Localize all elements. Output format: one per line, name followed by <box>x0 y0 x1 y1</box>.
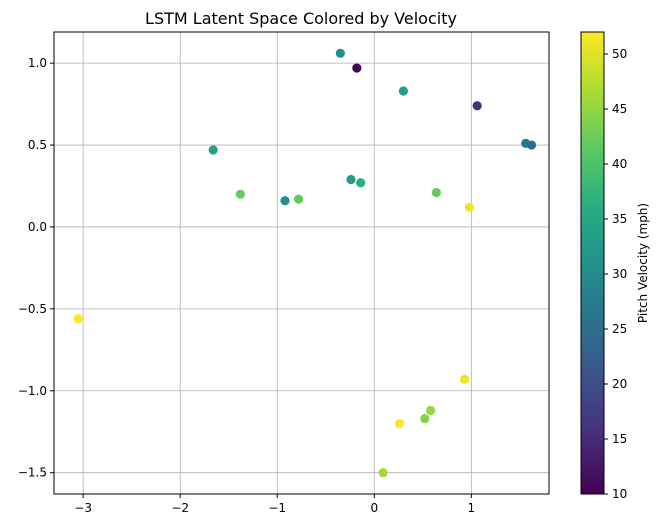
y-tick-label: 0.5 <box>28 138 47 152</box>
colorbar <box>580 31 605 495</box>
plot-frame <box>53 31 550 495</box>
data-point <box>280 196 290 206</box>
y-tick-label: −1.5 <box>18 466 47 480</box>
colorbar-tick-label: 20 <box>612 377 627 391</box>
data-point <box>472 101 482 111</box>
data-point <box>431 187 442 198</box>
chart-title: LSTM Latent Space Colored by Velocity <box>145 9 457 28</box>
x-tick-label: 0 <box>370 501 378 515</box>
data-point <box>356 178 366 188</box>
data-point <box>208 145 218 155</box>
colorbar-tick-label: 10 <box>612 487 627 501</box>
data-point <box>335 48 345 58</box>
data-point <box>378 468 388 478</box>
x-tick-label: −1 <box>268 501 286 515</box>
colorbar-axis: 10 15 20 25 30 35 40 45 50 <box>604 47 627 501</box>
data-point <box>293 194 304 204</box>
colorbar-tick-label: 40 <box>612 157 627 171</box>
data-point <box>420 414 430 424</box>
data-point <box>398 86 409 96</box>
y-tick-label: −0.5 <box>18 302 47 316</box>
y-tick-label: −1.0 <box>18 384 47 398</box>
colorbar-tick-label: 50 <box>612 47 627 61</box>
data-point <box>425 405 436 416</box>
y-axis: −1.5 −1.0 −0.5 0.0 0.5 1.0 <box>18 56 54 480</box>
y-tick-label: 0.0 <box>28 220 47 234</box>
x-axis: −3 −2 −1 0 1 <box>74 494 475 515</box>
y-tick-label: 1.0 <box>28 56 47 70</box>
colorbar-tick-label: 25 <box>612 322 627 336</box>
data-point <box>464 202 475 212</box>
data-point <box>459 374 470 384</box>
data-point <box>526 140 537 150</box>
x-tick-label: 1 <box>468 501 476 515</box>
colorbar-tick-label: 35 <box>612 212 627 226</box>
data-point <box>235 189 245 199</box>
x-tick-label: −3 <box>74 501 92 515</box>
data-point <box>352 63 362 73</box>
colorbar-label: Pitch Velocity (mph) <box>636 203 650 323</box>
data-point <box>73 314 83 324</box>
colorbar-tick-label: 45 <box>612 102 627 116</box>
data-point <box>394 418 405 429</box>
colorbar-tick-label: 15 <box>612 432 627 446</box>
data-point <box>346 174 356 185</box>
grid-lines <box>54 32 549 494</box>
colorbar-tick-label: 30 <box>612 267 627 281</box>
x-tick-label: −2 <box>171 501 189 515</box>
data-points <box>73 48 537 478</box>
